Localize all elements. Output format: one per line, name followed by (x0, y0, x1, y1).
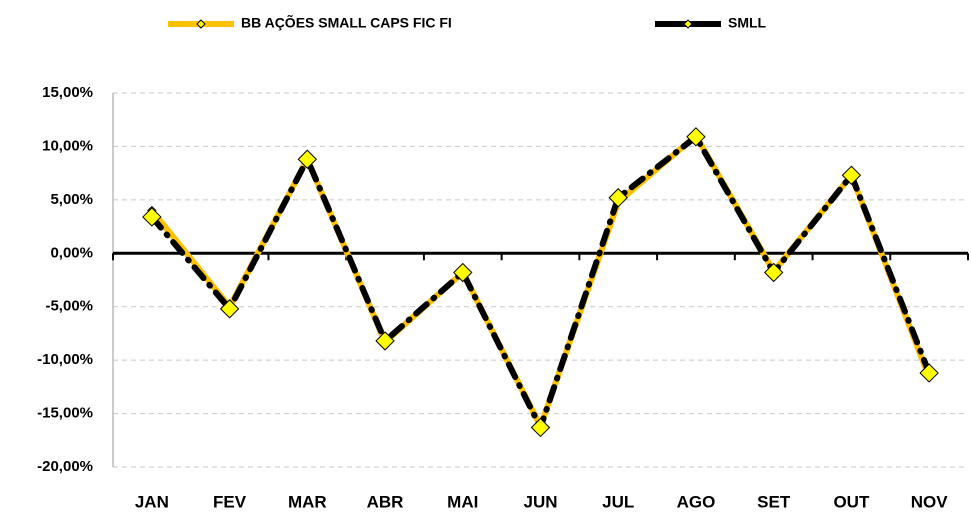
y-tick-label: 5,00% (50, 191, 93, 208)
series-line (148, 132, 933, 430)
x-tick-label: ABR (367, 492, 404, 511)
y-tick-label: -15,00% (37, 405, 93, 422)
x-tick-label: JAN (135, 492, 169, 511)
series-line (148, 133, 933, 431)
marker (608, 188, 628, 208)
marker (841, 165, 862, 185)
y-tick-label: 0,00% (50, 244, 93, 261)
x-tick-label: FEV (213, 492, 247, 511)
marker (142, 207, 162, 227)
y-tick-label: -20,00% (37, 458, 93, 475)
y-tick-label: 10,00% (42, 137, 93, 154)
marker (375, 331, 395, 351)
x-tick-label: JUL (602, 492, 634, 511)
legend-label: SMLL (728, 15, 767, 31)
x-tick-label: SET (757, 492, 791, 511)
y-tick-label: -5,00% (45, 298, 93, 315)
legend-marker (683, 19, 693, 29)
marker (763, 262, 784, 283)
x-tick-label: AGO (677, 492, 716, 511)
x-tick-label: NOV (911, 492, 949, 511)
x-tick-label: OUT (833, 492, 870, 511)
marker (453, 262, 473, 283)
marker (686, 127, 706, 147)
legend-marker (196, 19, 206, 29)
x-tick-label: MAR (288, 492, 327, 511)
legend-label: BB AÇÕES SMALL CAPS FIC FI (241, 14, 452, 31)
x-tick-label: MAI (447, 492, 478, 511)
marker (297, 149, 318, 169)
marker (219, 299, 240, 319)
marker (530, 417, 551, 438)
y-tick-label: -10,00% (37, 351, 93, 368)
marker (919, 363, 939, 383)
x-tick-label: JUN (523, 492, 557, 511)
y-tick-label: 15,00% (42, 84, 93, 101)
